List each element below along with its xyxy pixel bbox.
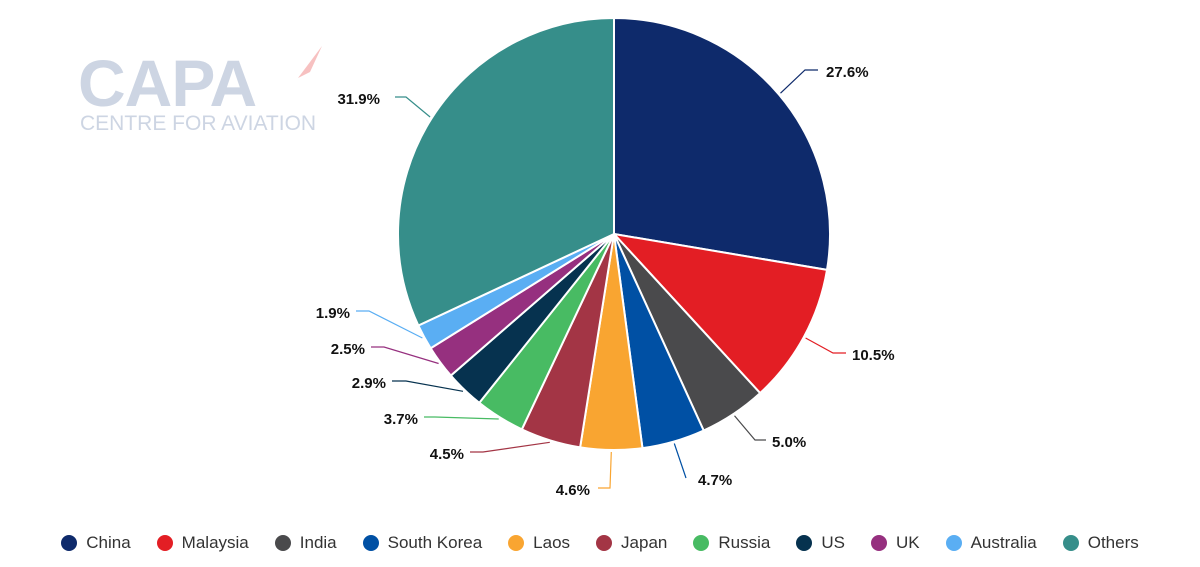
data-label-malaysia: 10.5% xyxy=(852,347,895,364)
data-label-uk: 2.5% xyxy=(331,341,365,358)
leader-line-russia xyxy=(424,416,499,420)
leader-line-laos xyxy=(598,451,612,489)
leader-line-china xyxy=(780,69,818,94)
legend-swatch xyxy=(596,535,613,551)
pie-slice-china xyxy=(613,16,831,272)
leader-lines xyxy=(356,69,846,489)
legend-item-malaysia[interactable]: Malaysia xyxy=(156,533,249,553)
legend-label: Laos xyxy=(533,533,571,552)
data-label-japan: 4.5% xyxy=(430,446,464,463)
legend-label: South Korea xyxy=(387,533,483,552)
data-labels: 27.6% 10.5% 5.0% 4.7% 4.6% 4.5% 3.7% 2.9% 2.5% 1.… xyxy=(316,64,895,499)
leader-line-us xyxy=(392,380,464,392)
pie-slice-others xyxy=(397,16,615,327)
pie-slice-malaysia xyxy=(611,232,829,395)
legend-swatch xyxy=(870,535,887,551)
logo-main-text: CAPA xyxy=(78,46,257,120)
leader-line-malaysia xyxy=(805,337,846,354)
legend-label: Australia xyxy=(970,533,1037,552)
data-label-russia: 3.7% xyxy=(384,411,418,428)
legend-label: US xyxy=(821,533,845,552)
data-label-laos: 4.6% xyxy=(556,482,590,499)
legend-item-laos[interactable]: Laos xyxy=(508,533,570,553)
data-label-australia: 1.9% xyxy=(316,305,350,322)
legend-label: India xyxy=(299,533,337,552)
legend-item-japan[interactable]: Japan xyxy=(596,533,667,553)
legend-swatch xyxy=(693,535,710,551)
legend-swatch xyxy=(1062,535,1079,551)
leader-line-south-korea xyxy=(673,443,687,479)
capa-logo: CAPA CENTRE FOR AVIATION xyxy=(78,40,328,140)
legend-label: Japan xyxy=(621,533,668,552)
leader-line-india xyxy=(734,415,766,441)
leader-line-others xyxy=(395,96,431,118)
legend-item-india[interactable]: India xyxy=(274,533,337,553)
logo-sub-text: CENTRE FOR AVIATION xyxy=(80,112,317,135)
leader-line-uk xyxy=(371,346,439,365)
legend-item-russia[interactable]: Russia xyxy=(693,533,770,553)
data-label-china: 27.6% xyxy=(826,64,869,81)
legend-item-south-korea[interactable]: South Korea xyxy=(362,533,483,553)
legend-swatch xyxy=(362,535,379,551)
legend-label: Russia xyxy=(718,533,771,552)
legend-swatch xyxy=(61,535,78,551)
logo-swoosh-icon xyxy=(298,46,322,78)
data-label-others: 31.9% xyxy=(337,91,380,108)
data-label-south-korea: 4.7% xyxy=(698,472,732,489)
legend-item-uk[interactable]: UK xyxy=(870,533,920,553)
data-label-india: 5.0% xyxy=(772,434,806,451)
legend-label: China xyxy=(86,533,131,552)
leader-line-japan xyxy=(470,441,550,453)
legend-item-others[interactable]: Others xyxy=(1062,533,1139,553)
legend-swatch xyxy=(945,535,962,551)
legend-item-china[interactable]: China xyxy=(61,533,131,553)
pie-slices xyxy=(397,16,831,451)
legend-item-us[interactable]: US xyxy=(796,533,845,553)
legend: China Malaysia India South Korea Laos Japan Ru… xyxy=(0,530,1200,556)
legend-swatch xyxy=(508,535,525,551)
data-label-us: 2.9% xyxy=(352,375,386,392)
legend-item-australia[interactable]: Australia xyxy=(945,533,1037,553)
legend-swatch xyxy=(156,535,173,551)
legend-swatch xyxy=(796,535,813,551)
legend-label: Others xyxy=(1087,533,1139,552)
legend-swatch xyxy=(274,535,291,551)
legend-label: Malaysia xyxy=(181,533,249,552)
leader-line-australia xyxy=(356,310,423,339)
legend-label: UK xyxy=(895,533,920,552)
